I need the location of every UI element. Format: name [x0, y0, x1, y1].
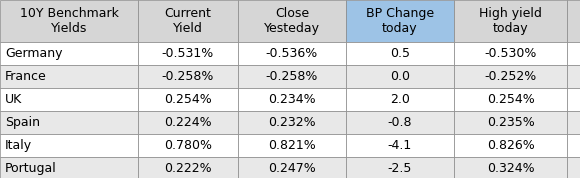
Bar: [238, 111, 346, 134]
Text: 2.0: 2.0: [390, 93, 410, 106]
Bar: [567, 157, 580, 178]
Text: -0.258%: -0.258%: [162, 70, 214, 83]
Text: High yield
today: High yield today: [479, 7, 542, 35]
Text: 0.254%: 0.254%: [164, 93, 212, 106]
Bar: [138, 42, 238, 65]
Bar: [567, 65, 580, 88]
Text: 0.224%: 0.224%: [164, 116, 212, 129]
Bar: [346, 42, 454, 65]
Text: BP Change
today: BP Change today: [366, 7, 434, 35]
Text: UK: UK: [5, 93, 22, 106]
Text: Italy: Italy: [5, 139, 32, 152]
Text: -0.531%: -0.531%: [162, 47, 214, 60]
Bar: [346, 65, 454, 88]
Bar: [0, 88, 138, 111]
Bar: [454, 42, 567, 65]
Bar: [0, 42, 138, 65]
Bar: [138, 88, 238, 111]
Text: 0.234%: 0.234%: [268, 93, 316, 106]
Bar: [0, 65, 138, 88]
Text: -0.530%: -0.530%: [484, 47, 536, 60]
Text: 0.826%: 0.826%: [487, 139, 534, 152]
Bar: [454, 65, 567, 88]
Bar: [567, 88, 580, 111]
Bar: [454, 134, 567, 157]
Bar: [0, 134, 138, 157]
Text: 0.5: 0.5: [390, 47, 410, 60]
Bar: [0, 157, 138, 178]
Bar: [238, 134, 346, 157]
Text: -0.8: -0.8: [388, 116, 412, 129]
Text: -2.5: -2.5: [388, 162, 412, 175]
Bar: [238, 88, 346, 111]
Text: -0.252%: -0.252%: [484, 70, 536, 83]
Bar: [346, 157, 454, 178]
Bar: [454, 111, 567, 134]
Bar: [138, 0, 238, 42]
Text: 0.222%: 0.222%: [164, 162, 212, 175]
Bar: [238, 42, 346, 65]
Text: Current
Yield: Current Yield: [165, 7, 212, 35]
Bar: [346, 134, 454, 157]
Text: France: France: [5, 70, 47, 83]
Text: 0.247%: 0.247%: [268, 162, 316, 175]
Text: 0.254%: 0.254%: [487, 93, 534, 106]
Text: Close
Yesteday: Close Yesteday: [264, 7, 320, 35]
Bar: [238, 157, 346, 178]
Bar: [567, 111, 580, 134]
Text: -4.1: -4.1: [388, 139, 412, 152]
Bar: [454, 88, 567, 111]
Text: 10Y Benchmark
Yields: 10Y Benchmark Yields: [20, 7, 118, 35]
Text: Portugal: Portugal: [5, 162, 57, 175]
Bar: [346, 88, 454, 111]
Bar: [454, 157, 567, 178]
Bar: [238, 65, 346, 88]
Bar: [454, 0, 567, 42]
Bar: [238, 0, 346, 42]
Bar: [0, 111, 138, 134]
Bar: [138, 134, 238, 157]
Text: 0.235%: 0.235%: [487, 116, 534, 129]
Bar: [138, 111, 238, 134]
Bar: [567, 0, 580, 42]
Bar: [346, 0, 454, 42]
Bar: [567, 134, 580, 157]
Text: -0.536%: -0.536%: [266, 47, 318, 60]
Bar: [138, 157, 238, 178]
Text: -0.258%: -0.258%: [266, 70, 318, 83]
Bar: [346, 111, 454, 134]
Text: 0.821%: 0.821%: [268, 139, 316, 152]
Text: 0.232%: 0.232%: [268, 116, 316, 129]
Bar: [0, 0, 138, 42]
Bar: [567, 42, 580, 65]
Text: 0.324%: 0.324%: [487, 162, 534, 175]
Text: Spain: Spain: [5, 116, 40, 129]
Text: 0.0: 0.0: [390, 70, 410, 83]
Bar: [138, 65, 238, 88]
Text: 0.780%: 0.780%: [164, 139, 212, 152]
Text: Germany: Germany: [5, 47, 63, 60]
